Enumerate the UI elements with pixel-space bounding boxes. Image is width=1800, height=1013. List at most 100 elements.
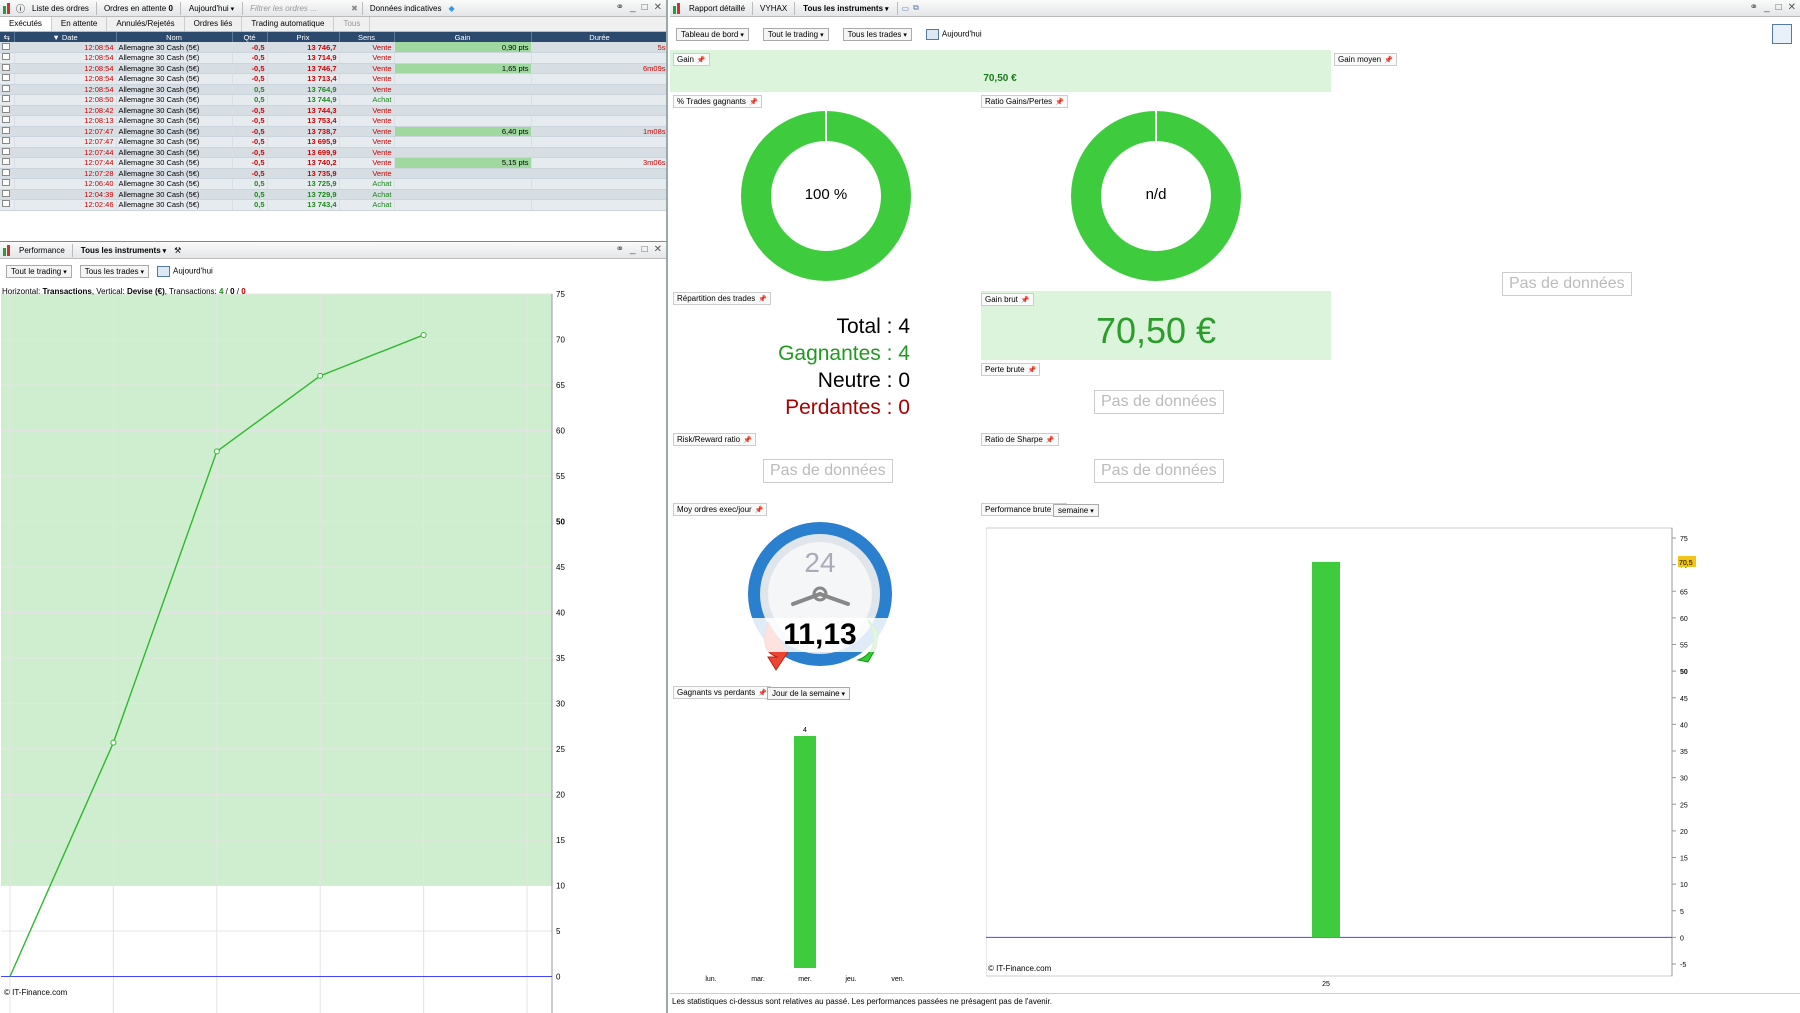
table-row[interactable]: 12:08:13 Allemagne 30 Cash (5€) -0,5 13 753… (0, 115, 666, 127)
tab-all[interactable]: Tous (334, 17, 371, 31)
x-tick-label: jeu. (844, 976, 856, 983)
close-icon[interactable]: ✕ (1787, 2, 1796, 13)
pin-icon[interactable]: 📌 (758, 690, 767, 697)
y-tick-label: 60 (1680, 616, 1688, 623)
maximize-icon[interactable]: □ (641, 244, 648, 255)
pin-icon[interactable]: 📌 (1045, 437, 1055, 444)
col-duration[interactable]: Durée (531, 32, 666, 42)
pin-icon[interactable]: 📌 (1384, 57, 1393, 64)
row-icon[interactable] (0, 52, 15, 64)
report-trading-dropdown[interactable]: Tout le trading (762, 27, 829, 41)
tab-linked[interactable]: Ordres liés (185, 17, 243, 31)
col-name[interactable]: Nom (116, 32, 233, 42)
row-icon[interactable] (0, 168, 15, 179)
link-icon[interactable]: ⚭ (1749, 2, 1758, 13)
pending-orders-tab[interactable]: Ordres en attente 0 (103, 3, 173, 13)
row-icon[interactable] (0, 178, 15, 190)
pin-icon[interactable]: 📌 (743, 437, 752, 444)
wrench-icon[interactable]: ⚒ (174, 245, 182, 255)
perf-trades-dropdown[interactable]: Tous les trades (79, 264, 150, 278)
pin-icon[interactable]: 📌 (1020, 297, 1030, 304)
row-icon[interactable] (0, 199, 15, 211)
clear-filter-icon[interactable]: ✖ (351, 3, 358, 13)
cell-name: Allemagne 30 Cash (5€) (116, 199, 233, 211)
pin-icon[interactable]: 📌 (1027, 367, 1037, 374)
table-row[interactable]: 12:08:54 Allemagne 30 Cash (5€) -0,5 13 746… (0, 63, 666, 74)
col-side[interactable]: Sens (339, 32, 395, 42)
pin-icon[interactable]: 📌 (696, 57, 706, 64)
table-row[interactable]: 12:08:54 Allemagne 30 Cash (5€) -0,5 13 746… (0, 42, 666, 53)
col-icons[interactable]: ⇆ (0, 32, 15, 42)
perf-instruments-dropdown[interactable]: Tous les instruments (77, 245, 170, 256)
table-row[interactable]: 12:07:47 Allemagne 30 Cash (5€) -0,5 13 738… (0, 126, 666, 137)
row-icon[interactable] (0, 63, 15, 74)
pin-icon[interactable]: 📌 (1055, 99, 1064, 106)
table-row[interactable]: 12:07:44 Allemagne 30 Cash (5€) -0,5 13 740… (0, 157, 666, 169)
report-period[interactable]: Aujourd'hui (925, 28, 982, 40)
table-row[interactable]: 12:08:54 Allemagne 30 Cash (5€) 0,5 13 764,… (0, 84, 666, 95)
gross-perf-period-dropdown[interactable]: semaine (1053, 504, 1099, 517)
maximize-icon[interactable]: □ (1775, 2, 1782, 13)
row-icon[interactable] (0, 147, 15, 158)
cell-time: 12:07:44 (14, 157, 117, 169)
table-row[interactable]: 12:07:47 Allemagne 30 Cash (5€) -0,5 13 695… (0, 136, 666, 148)
row-icon[interactable] (0, 189, 15, 200)
report-instruments-dropdown[interactable]: Tous les instruments (799, 3, 892, 14)
close-icon[interactable]: ✕ (653, 2, 662, 13)
dashboard-settings-icon[interactable] (1772, 24, 1792, 44)
table-row[interactable]: 12:07:28 Allemagne 30 Cash (5€) -0,5 13 735… (0, 168, 666, 179)
table-row[interactable]: 12:08:54 Allemagne 30 Cash (5€) -0,5 13 714… (0, 52, 666, 64)
table-row[interactable]: 12:08:42 Allemagne 30 Cash (5€) -0,5 13 744… (0, 105, 666, 116)
copy-icon[interactable]: ⧉ (913, 3, 919, 12)
minimize-icon[interactable]: _ (630, 244, 636, 255)
cell-name: Allemagne 30 Cash (5€) (116, 84, 233, 95)
col-price[interactable]: Prix (267, 32, 340, 42)
perf-trading-dropdown[interactable]: Tout le trading (6, 264, 72, 278)
link-icon[interactable]: ⚭ (615, 2, 624, 13)
row-icon[interactable] (0, 157, 15, 169)
col-gain[interactable]: Gain (394, 32, 532, 42)
row-icon[interactable] (0, 136, 15, 148)
pin-icon[interactable]: 📌 (754, 507, 764, 514)
tab-automatic[interactable]: Trading automatique (242, 17, 335, 31)
table-row[interactable]: 12:08:54 Allemagne 30 Cash (5€) -0,5 13 713… (0, 73, 666, 85)
row-icon[interactable] (0, 105, 15, 116)
col-date[interactable]: ▼ Date (14, 32, 117, 42)
row-icon[interactable] (0, 73, 15, 85)
table-row[interactable]: 12:04:39 Allemagne 30 Cash (5€) 0,5 13 729,… (0, 189, 666, 200)
info-icon[interactable]: ⓘ (16, 3, 26, 14)
minimize-icon[interactable]: _ (630, 2, 636, 13)
orders-table: ⇆ ▼ Date Nom Qté Prix Sens Gain Durée 12… (0, 32, 666, 211)
pin-icon[interactable]: 📌 (758, 296, 767, 303)
tab-executed[interactable]: Exécutés (0, 17, 52, 31)
tab-pending[interactable]: En attente (52, 17, 108, 31)
cell-name: Allemagne 30 Cash (5€) (116, 168, 233, 179)
row-icon[interactable] (0, 126, 15, 137)
table-row[interactable]: 12:08:50 Allemagne 30 Cash (5€) 0,5 13 744,… (0, 94, 666, 106)
cell-name: Allemagne 30 Cash (5€) (116, 63, 233, 74)
row-icon[interactable] (0, 94, 15, 106)
layout-icon[interactable]: ▭ (901, 3, 910, 13)
period-dropdown[interactable]: Aujourd'hui (185, 3, 238, 14)
row-icon[interactable] (0, 42, 15, 53)
filter-orders-input[interactable]: Filtrer les ordres ... (250, 3, 317, 13)
tab-cancelled[interactable]: Annulés/Rejetés (107, 17, 185, 31)
table-row[interactable]: 12:06:40 Allemagne 30 Cash (5€) 0,5 13 725,… (0, 178, 666, 190)
report-trades-dropdown[interactable]: Tous les trades (842, 27, 912, 41)
row-icon[interactable] (0, 115, 15, 127)
minimize-icon[interactable]: _ (1764, 2, 1770, 13)
close-icon[interactable]: ✕ (653, 244, 662, 255)
view-dropdown[interactable]: Tableau de bord (676, 27, 749, 41)
row-icon[interactable] (0, 84, 15, 95)
winlose-period-dropdown[interactable]: Jour de la semaine (767, 687, 851, 700)
table-row[interactable]: 12:02:46 Allemagne 30 Cash (5€) 0,5 13 743,… (0, 199, 666, 211)
table-row[interactable]: 12:07:44 Allemagne 30 Cash (5€) -0,5 13 699… (0, 147, 666, 158)
cell-gain (394, 189, 532, 200)
link-icon[interactable]: ⚭ (615, 244, 624, 255)
perf-period[interactable]: Aujourd'hui (157, 265, 213, 277)
pin-icon[interactable]: 📌 (748, 99, 758, 106)
cell-gain (394, 178, 532, 190)
col-qty[interactable]: Qté (232, 32, 268, 42)
bar (794, 736, 816, 968)
maximize-icon[interactable]: □ (641, 2, 648, 13)
